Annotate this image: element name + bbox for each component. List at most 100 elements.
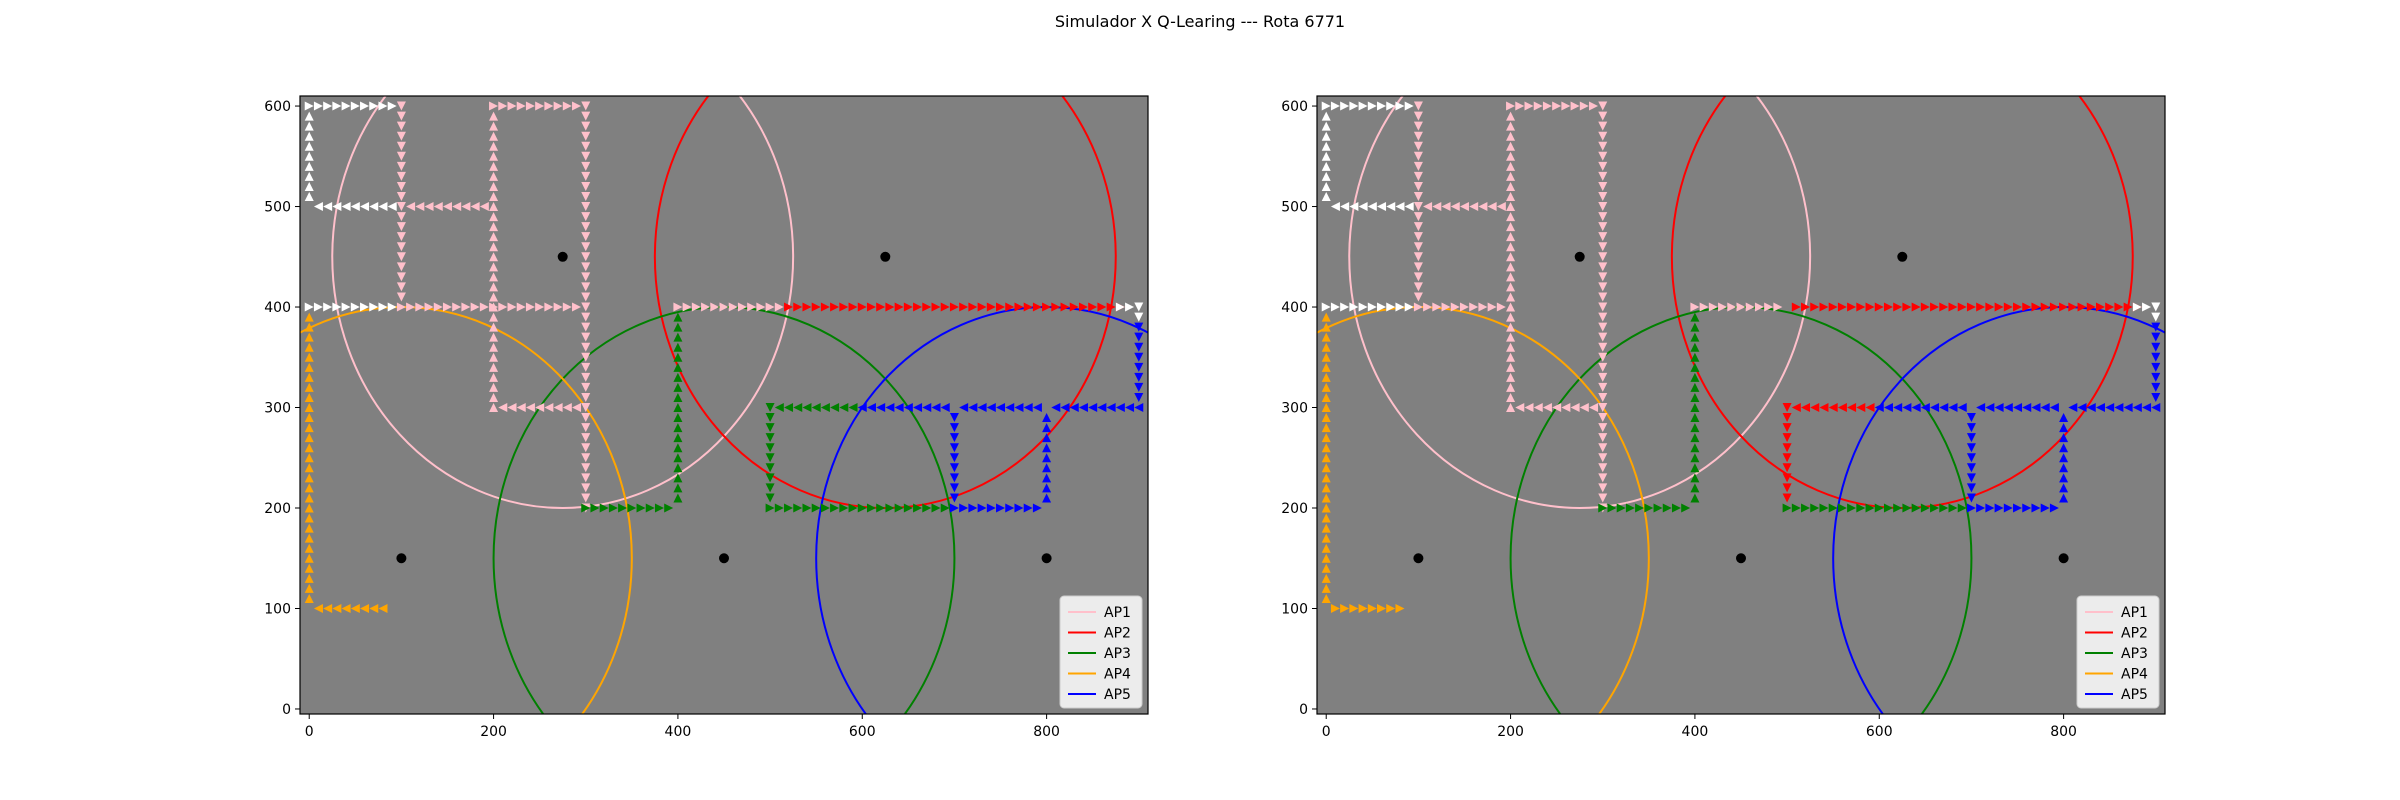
route-marker: [1690, 382, 1700, 392]
route-marker: [1395, 101, 1405, 111]
route-marker: [1681, 503, 1691, 513]
route-marker: [2132, 403, 2142, 413]
route-marker: [507, 101, 517, 111]
route-marker: [1920, 302, 1930, 312]
route-marker: [507, 403, 517, 413]
axes-frame: [1316, 95, 2166, 715]
route-marker: [1321, 151, 1331, 161]
route-marker: [1134, 322, 1144, 332]
route-marker: [581, 473, 591, 483]
route-marker: [525, 101, 535, 111]
route-marker: [396, 202, 406, 212]
route-marker: [1413, 282, 1423, 292]
route-marker: [1506, 312, 1516, 322]
route-marker: [1506, 292, 1516, 302]
route-marker: [1966, 463, 1976, 473]
route-marker: [1598, 403, 1608, 413]
route-marker: [2105, 302, 2115, 312]
route-marker: [1496, 302, 1506, 312]
route-marker: [1819, 403, 1829, 413]
x-tick-label: 200: [480, 724, 507, 740]
route-marker: [2151, 372, 2161, 382]
route-marker: [793, 503, 803, 513]
route-marker: [1966, 483, 1976, 493]
route-marker: [1524, 101, 1534, 111]
route-marker: [765, 483, 775, 493]
route-marker: [1377, 101, 1387, 111]
route-marker: [1358, 101, 1368, 111]
route-marker: [1893, 403, 1903, 413]
route-marker: [1690, 443, 1700, 453]
x-tick-label: 800: [2050, 724, 2077, 740]
route-marker: [1690, 372, 1700, 382]
route-marker: [1432, 202, 1442, 212]
route-marker: [1598, 493, 1608, 503]
route-marker: [1718, 302, 1728, 312]
route-marker: [544, 302, 554, 312]
plot-background: [1317, 96, 2165, 714]
route-marker: [581, 312, 591, 322]
route-marker: [304, 523, 314, 533]
route-marker: [313, 603, 323, 613]
route-marker: [1976, 403, 1986, 413]
route-marker: [1764, 302, 1774, 312]
route-marker: [304, 443, 314, 453]
route-marker: [765, 443, 775, 453]
route-marker: [1902, 302, 1912, 312]
route-marker: [1321, 563, 1331, 573]
route-marker: [1671, 503, 1681, 513]
route-marker: [396, 101, 406, 111]
route-marker: [378, 603, 388, 613]
route-marker: [1321, 302, 1331, 312]
route-marker: [1321, 131, 1331, 141]
route-marker: [2022, 503, 2032, 513]
route-marker: [489, 151, 499, 161]
route-marker: [2068, 302, 2078, 312]
route-marker: [581, 483, 591, 493]
route-marker: [360, 302, 370, 312]
route-marker: [1042, 493, 1052, 503]
route-marker: [2077, 403, 2087, 413]
route-marker: [1032, 403, 1042, 413]
route-marker: [940, 503, 950, 513]
route-marker: [489, 141, 499, 151]
route-marker: [1321, 533, 1331, 543]
route-marker: [1367, 202, 1377, 212]
route-marker: [1598, 252, 1608, 262]
route-marker: [1097, 302, 1107, 312]
route-marker: [1506, 302, 1516, 312]
route-marker: [1598, 453, 1608, 463]
route-marker: [581, 362, 591, 372]
route-marker: [1321, 312, 1331, 322]
route-marker: [2022, 403, 2032, 413]
route-marker: [2013, 403, 2023, 413]
route-marker: [1598, 413, 1608, 423]
route-marker: [1088, 403, 1098, 413]
route-marker: [489, 342, 499, 352]
route-marker: [1014, 302, 1024, 312]
route-marker: [2077, 302, 2087, 312]
route-marker: [1966, 413, 1976, 423]
route-marker: [1819, 503, 1829, 513]
route-marker: [1321, 483, 1331, 493]
route-marker: [1506, 181, 1516, 191]
route-marker: [1321, 392, 1331, 402]
route-marker: [1801, 302, 1811, 312]
x-tick-label: 600: [849, 724, 876, 740]
route-marker: [1506, 342, 1516, 352]
route-marker: [802, 403, 812, 413]
route-marker: [1930, 503, 1940, 513]
y-tick-label: 0: [1299, 702, 1308, 718]
route-marker: [562, 403, 572, 413]
route-marker: [304, 151, 314, 161]
route-marker: [1321, 181, 1331, 191]
route-marker: [489, 242, 499, 252]
legend-label-ap3: AP3: [2121, 646, 2148, 662]
route-marker: [1069, 302, 1079, 312]
route-marker: [1515, 101, 1525, 111]
route-marker: [1598, 463, 1608, 473]
route-marker: [1432, 302, 1442, 312]
coverage-circle-ap1: [331, 96, 795, 509]
route-marker: [2086, 403, 2096, 413]
route-marker: [1920, 503, 1930, 513]
